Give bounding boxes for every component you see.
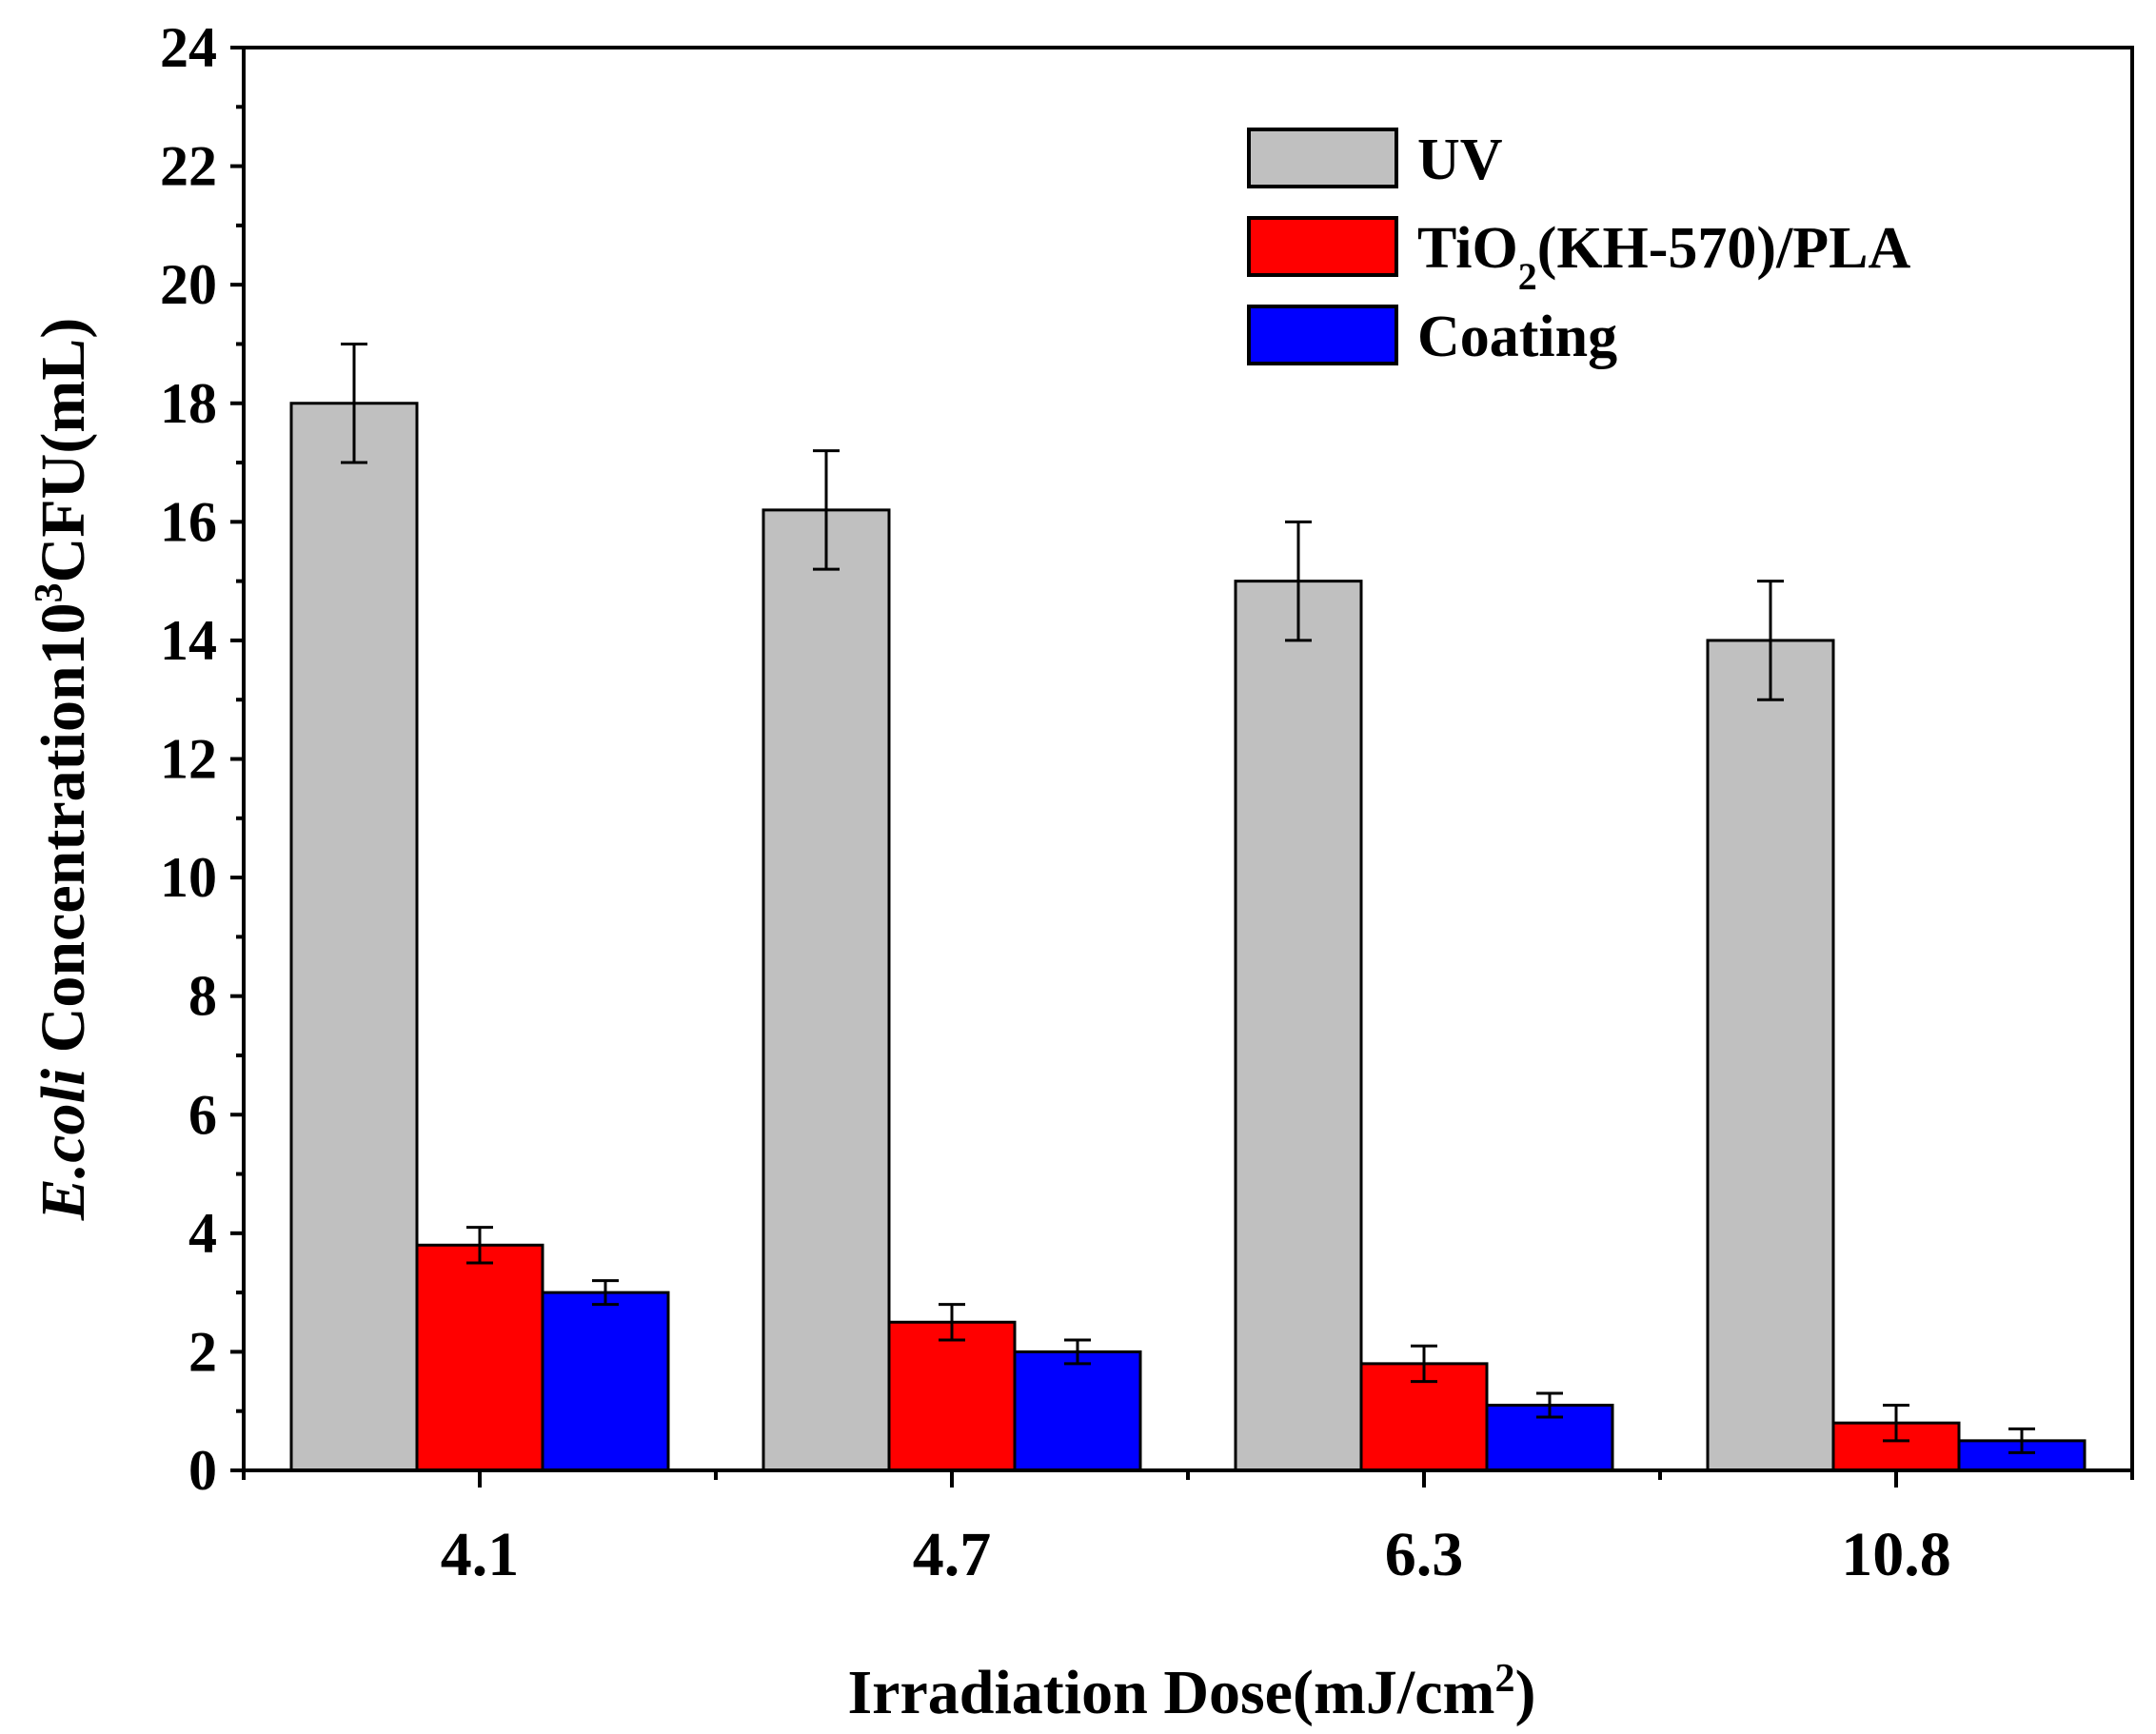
bar-uv-4-1 xyxy=(291,404,417,1470)
legend-label-main: TiO xyxy=(1417,216,1518,281)
bar-coating-4-7 xyxy=(1015,1351,1140,1470)
bar-uv-10-8 xyxy=(1708,640,1833,1470)
bar-tio2-kh-570-pla-4-1 xyxy=(417,1245,543,1470)
y-tick-label: 4 xyxy=(188,1202,217,1265)
x-tick-label-6-3: 6.3 xyxy=(1385,1520,1464,1589)
y-tick-label: 14 xyxy=(160,609,217,672)
legend-label-main: Coating xyxy=(1417,305,1617,369)
y-tick-label: 2 xyxy=(188,1320,217,1383)
y-tick-label: 8 xyxy=(188,965,217,1028)
bar-tio2-kh-570-pla-4-7 xyxy=(889,1322,1015,1470)
bars-layer xyxy=(291,404,2085,1470)
y-tick-label: 12 xyxy=(160,728,217,791)
legend-label-main: UV xyxy=(1417,128,1503,192)
bar-uv-4-7 xyxy=(763,510,889,1470)
bar-coating-4-1 xyxy=(543,1292,668,1470)
legend-item-tio2-kh-570-pla: TiO2(KH-570)/PLA xyxy=(1249,216,1911,298)
legend-label: TiO2(KH-570)/PLA xyxy=(1417,216,1911,298)
chart-container: 0 2 4 6 8 10 12 14 16 18 20 22 24 4.1 4.7 6.3 10.8 UV TiO… xyxy=(0,0,2156,1734)
x-axis-title: Irradiation Dose(mJ/cm2) xyxy=(847,1657,1535,1727)
legend-item-uv: UV xyxy=(1249,128,1503,192)
y-tick-label: 24 xyxy=(160,16,217,79)
legend-label: UV xyxy=(1417,128,1503,192)
bar-chart: 0246810121416182022244.1 4.7 6.3 10.8 UVTiO… xyxy=(0,0,2156,1734)
y-axis-title-italic: E.coli xyxy=(29,1068,98,1221)
x-axis-title-tail: ) xyxy=(1515,1658,1536,1727)
x-tick-label-4-7: 4.7 xyxy=(913,1520,992,1589)
legend: UV TiO2(KH-570)/PLA Coating xyxy=(1249,128,1911,369)
y-tick-label: 6 xyxy=(188,1083,217,1146)
y-tick-label: 0 xyxy=(188,1439,217,1502)
y-tick-label: 18 xyxy=(160,372,217,435)
y-axis-title-main: Concentration10 xyxy=(29,602,98,1068)
x-axis-title-main: Irradiation Dose(mJ/cm xyxy=(847,1658,1494,1727)
x-tick-label-10-8: 10.8 xyxy=(1841,1520,1951,1589)
legend-label-tail: (KH-570)/PLA xyxy=(1537,216,1911,281)
legend-item-coating: Coating xyxy=(1249,305,1617,369)
legend-swatch xyxy=(1249,218,1396,275)
legend-swatch xyxy=(1249,129,1396,187)
y-axis-title: E.coli Concentration103CFU(mL) xyxy=(28,318,98,1222)
bar-uv-6-3 xyxy=(1236,581,1361,1470)
y-tick-label: 20 xyxy=(160,253,217,316)
legend-swatch xyxy=(1249,306,1396,364)
y-axis-title-tail: CFU(mL) xyxy=(29,318,98,583)
x-axis-title-superscript: 2 xyxy=(1495,1657,1515,1701)
legend-label-subscript: 2 xyxy=(1518,255,1537,298)
y-axis-title-superscript: 3 xyxy=(28,582,71,602)
y-tick-label: 10 xyxy=(160,846,217,909)
legend-label: Coating xyxy=(1417,305,1617,369)
y-tick-label: 22 xyxy=(160,135,217,198)
x-tick-label-4-1: 4.1 xyxy=(441,1520,520,1589)
y-tick-label: 16 xyxy=(160,490,217,553)
